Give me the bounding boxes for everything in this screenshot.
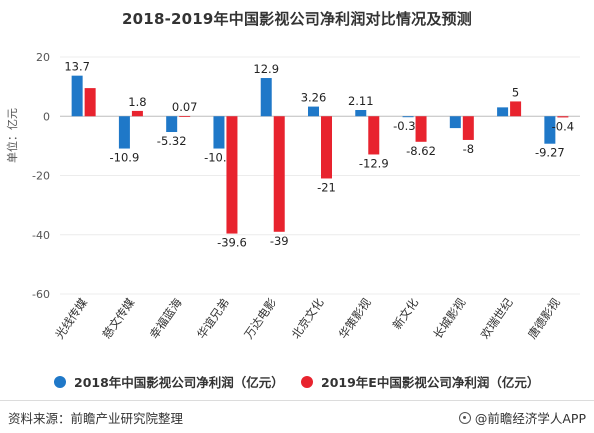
data-label: -10.9 (110, 151, 140, 165)
data-label: -9.27 (535, 146, 565, 160)
x-tick-label: 慈文传媒 (100, 295, 138, 341)
y-tick-label: -60 (32, 288, 50, 301)
bar-2018 (497, 107, 509, 117)
y-tick-label: -40 (32, 229, 50, 242)
y-tick-label: 20 (36, 51, 50, 64)
data-label: 0.07 (172, 100, 198, 114)
bar-2018 (449, 116, 461, 129)
bar-2018 (544, 116, 556, 144)
x-tick-label: 幸福蓝海 (147, 295, 185, 341)
brand-credit: @前瞻经济学人APP (458, 408, 586, 427)
bar-2019e (415, 116, 427, 142)
data-label: 12.9 (253, 62, 279, 76)
bar-2019e (273, 116, 285, 232)
data-label: 5 (512, 85, 519, 99)
legend-swatch-2018 (54, 375, 66, 388)
chart-legend: 2018年中国影视公司净利润（亿元） 2019年E中国影视公司净利润（亿元） (0, 372, 594, 392)
legend-label-2019e: 2019年E中国影视公司净利润（亿元） (321, 375, 540, 390)
bar-2019e (557, 116, 569, 118)
bar-2018 (402, 116, 414, 118)
data-label: -8.62 (406, 144, 436, 158)
data-label: -10.9 (204, 151, 234, 165)
bar-2018 (355, 109, 367, 117)
y-axis-label: 单位：亿元 (5, 108, 19, 163)
y-tick-label: 0 (43, 110, 50, 123)
bar-2019e (131, 110, 143, 117)
footer: 资料来源：前瞻产业研究院整理 @前瞻经济学人APP (0, 400, 594, 433)
x-tick-label: 长城影视 (430, 295, 468, 341)
data-label: -8 (463, 142, 474, 156)
data-label: 3.26 (301, 91, 327, 105)
legend-swatch-2019e (301, 375, 313, 388)
bar-2018 (260, 78, 272, 117)
x-tick-label: 新文化 (390, 295, 422, 332)
data-label: -0.4 (552, 119, 574, 133)
bar-2018 (308, 106, 319, 117)
data-label: -0.32 (393, 119, 423, 133)
x-tick-label: 欢瑞世纪 (478, 295, 516, 341)
x-tick-label: 北京文化 (289, 295, 327, 341)
data-label: 2.11 (348, 94, 374, 108)
y-tick-label: -20 (32, 170, 50, 183)
legend-item-2019e: 2019年E中国影视公司净利润（亿元） (301, 372, 539, 391)
bar-2019e (179, 116, 191, 117)
x-tick-label: 华策影视 (336, 295, 374, 341)
data-label: -39.6 (217, 236, 247, 250)
data-label: -12.9 (359, 156, 389, 170)
bar-2019e (226, 116, 238, 234)
bar-2018 (213, 116, 225, 149)
data-label: -5.32 (157, 134, 187, 148)
bar-2019e (510, 101, 522, 117)
bar-2018 (166, 116, 178, 133)
x-tick-label: 唐德影视 (525, 295, 563, 341)
legend-item-2018: 2018年中国影视公司净利润（亿元） (54, 372, 284, 391)
bar-2018 (71, 75, 83, 117)
legend-label-2018: 2018年中国影视公司净利润（亿元） (74, 375, 284, 390)
bar-2018 (118, 116, 130, 149)
bar-2019e (462, 116, 474, 140)
footer-divider (0, 400, 594, 401)
x-tick-label: 光线传媒 (52, 295, 90, 341)
bar-2019e (368, 116, 380, 155)
bar-2019e (321, 116, 332, 179)
qianzhan-logo-icon (458, 411, 471, 424)
source-note: 资料来源：前瞻产业研究院整理 (8, 411, 184, 426)
data-label: 1.8 (128, 95, 146, 109)
x-tick-label: 华谊兄弟 (194, 296, 232, 342)
bar-chart: 20 0 -20 -40 -60 单位：亿元 13.7 光线传媒 -10.9 1.8 慈文传媒 -5.… (5, 51, 580, 342)
data-label: 13.7 (64, 60, 90, 74)
bar-2019e (84, 88, 96, 117)
data-label: -39 (270, 234, 289, 248)
data-label: -21 (317, 180, 336, 194)
brand-text: @前瞻经济学人APP (474, 411, 586, 426)
x-tick-label: 万达电影 (241, 295, 279, 341)
chart-title: 2018-2019年中国影视公司净利润对比情况及预测 (122, 10, 472, 28)
